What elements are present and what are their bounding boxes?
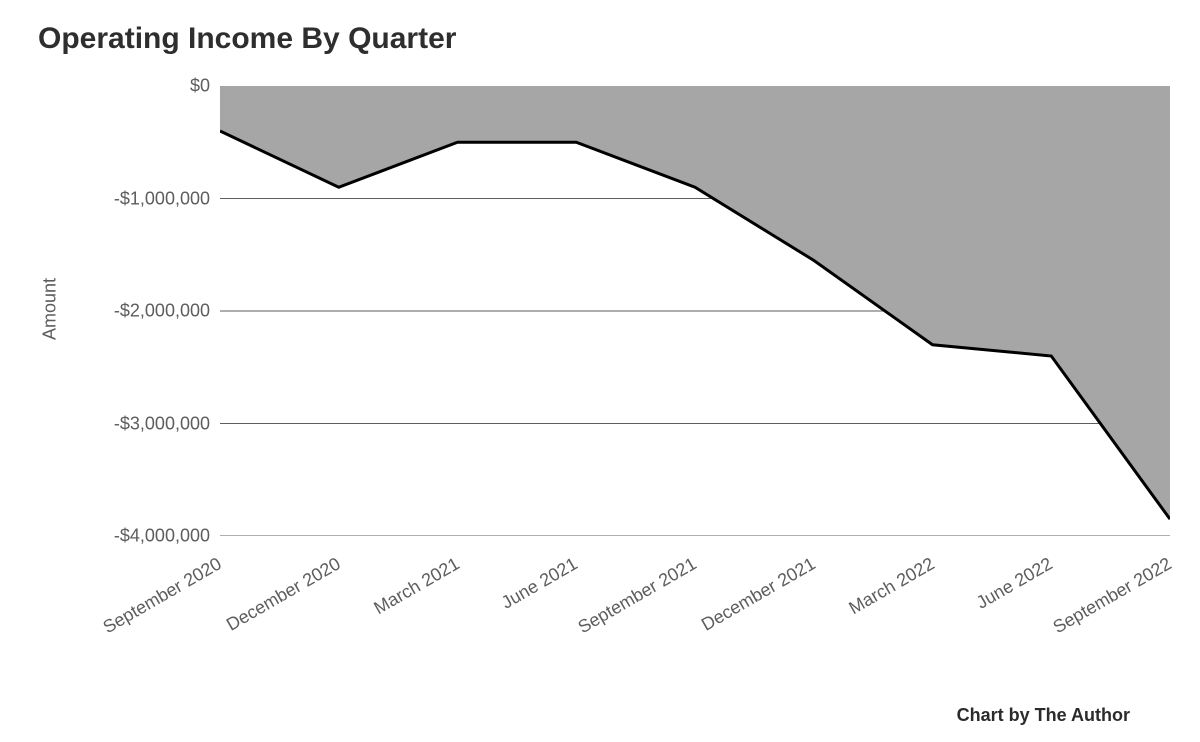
y-tick-label: -$3,000,000 [114, 413, 210, 434]
chart-credit: Chart by The Author [957, 705, 1130, 726]
x-tick-label: March 2022 [845, 553, 938, 619]
x-tick-label: September 2022 [1049, 553, 1175, 638]
y-tick-label: $0 [190, 76, 210, 97]
x-tick-label: September 2021 [574, 553, 700, 638]
y-tick-label: -$2,000,000 [114, 301, 210, 322]
y-axis-title: Amount [40, 278, 61, 340]
x-tick-label: December 2020 [223, 553, 344, 635]
x-tick-label: December 2021 [698, 553, 819, 635]
x-tick-label: June 2021 [498, 553, 581, 613]
y-tick-label: -$1,000,000 [114, 188, 210, 209]
series-area [220, 86, 1170, 519]
chart-container: Operating Income By Quarter Amount $0 -$1… [0, 0, 1200, 742]
y-tick-label: -$4,000,000 [114, 526, 210, 547]
x-tick-label: June 2022 [973, 553, 1056, 613]
chart-plot [220, 86, 1170, 536]
x-tick-label: September 2020 [99, 553, 225, 638]
chart-title: Operating Income By Quarter [38, 22, 456, 56]
x-tick-label: March 2021 [370, 553, 463, 619]
